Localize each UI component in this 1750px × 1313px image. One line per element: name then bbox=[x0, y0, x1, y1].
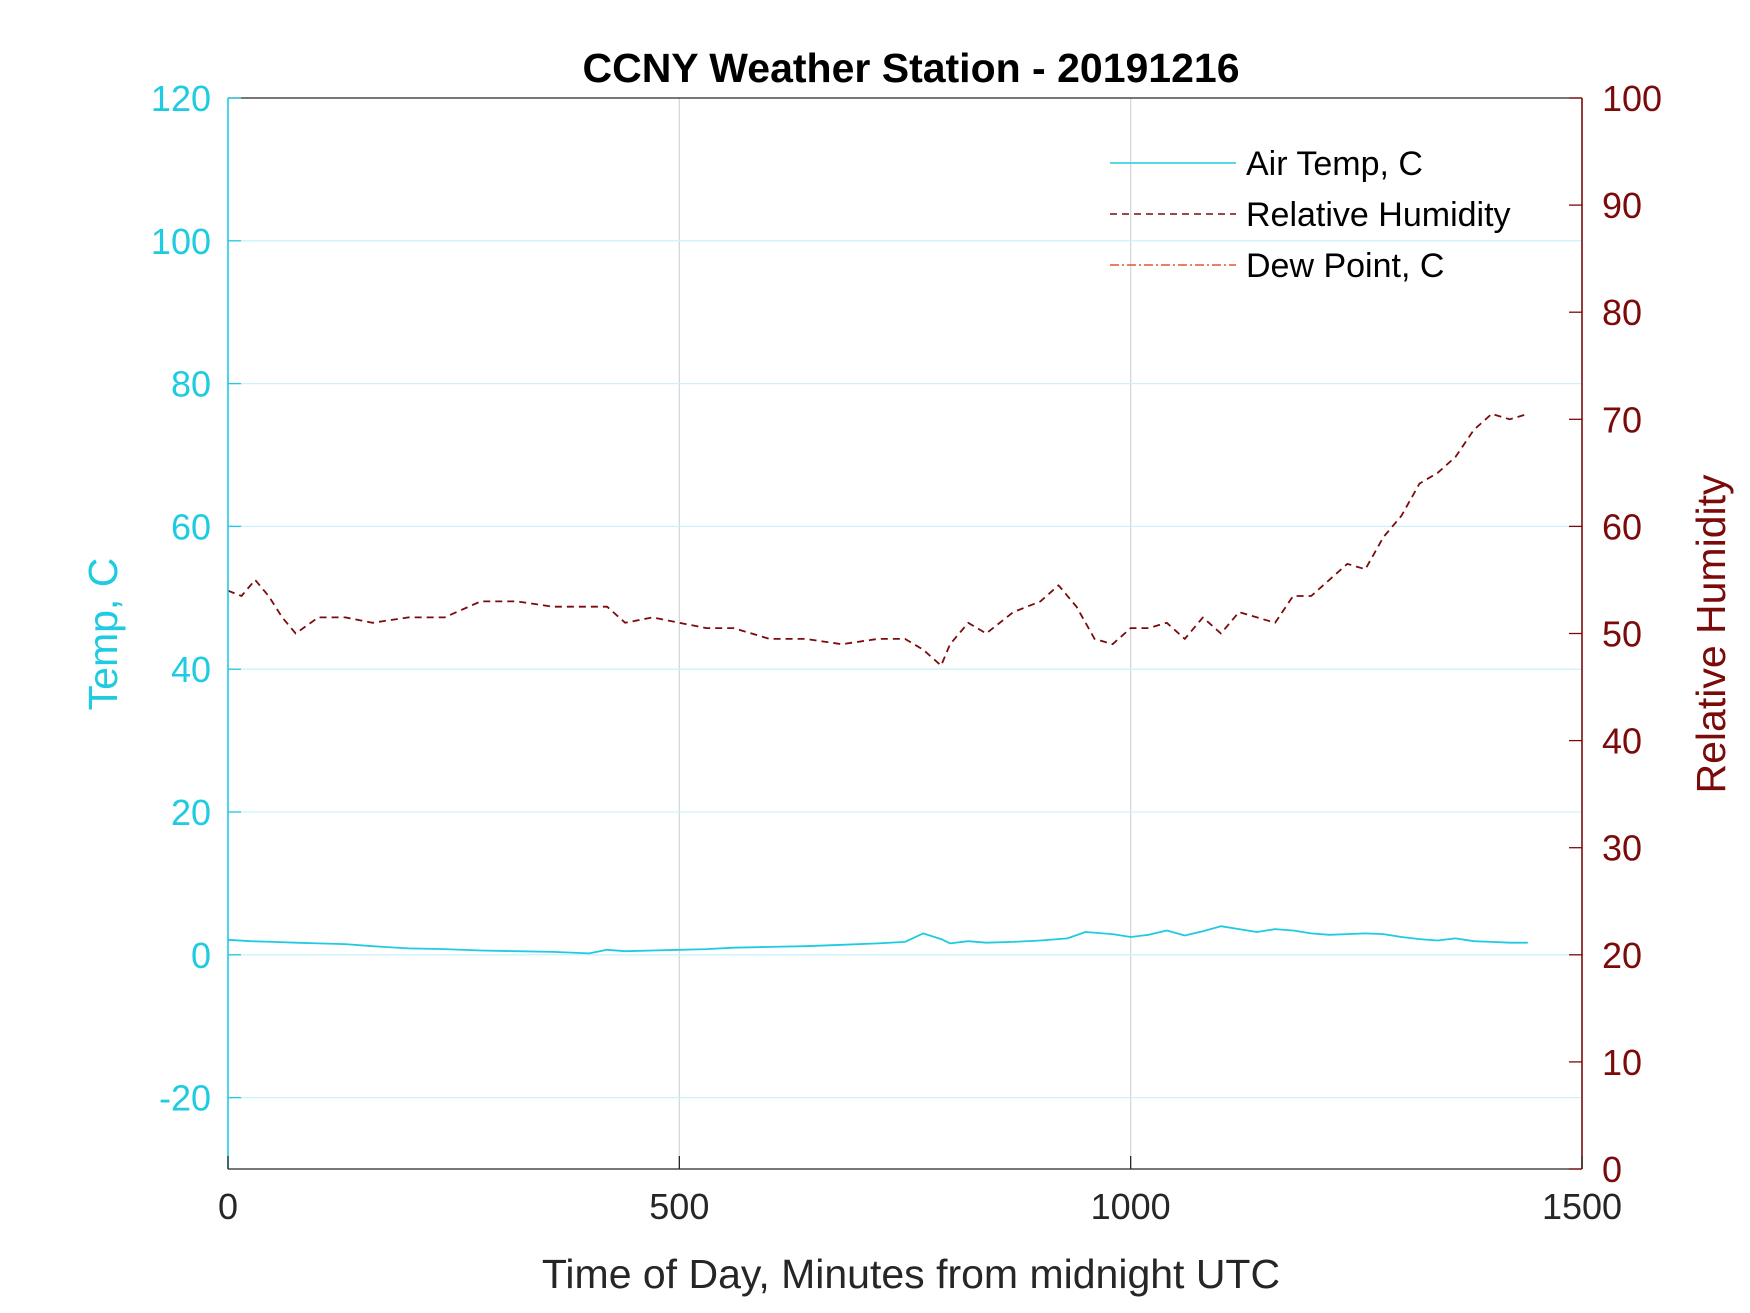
series-line bbox=[227, 412, 1529, 667]
y-right-tick-label: 0 bbox=[1602, 1149, 1622, 1190]
x-tick-label: 1000 bbox=[1091, 1186, 1171, 1227]
y-right-tick-label: 60 bbox=[1602, 506, 1642, 547]
y-left-tick-label: -20 bbox=[159, 1078, 211, 1119]
legend-label: Dew Point, C bbox=[1246, 247, 1444, 285]
x-axis-label: Time of Day, Minutes from midnight UTC bbox=[542, 1251, 1280, 1297]
y-left-tick-label: 80 bbox=[171, 364, 211, 405]
y-axis-left-label: Temp, C bbox=[80, 558, 126, 711]
y-right-tick-label: 70 bbox=[1602, 399, 1642, 440]
series-line bbox=[227, 925, 1528, 955]
y-left-tick-label: 60 bbox=[171, 506, 211, 547]
y-right-tick-label: 90 bbox=[1602, 185, 1642, 226]
x-tick-label: 1500 bbox=[1542, 1186, 1622, 1227]
y-left-tick-label: 40 bbox=[171, 649, 211, 690]
y-right-tick-label: 50 bbox=[1602, 614, 1642, 655]
y-right-tick-label: 100 bbox=[1602, 78, 1662, 119]
y-axis-right-label: Relative Humidity bbox=[1688, 474, 1734, 793]
y-left-tick-label: 120 bbox=[151, 78, 211, 119]
legend: Air Temp, C Relative Humidity Dew Point, C bbox=[1110, 145, 1511, 285]
x-tick-label: 500 bbox=[649, 1186, 709, 1227]
y-right-tick-label: 30 bbox=[1602, 828, 1642, 869]
legend-label: Air Temp, C bbox=[1246, 145, 1423, 183]
y-left-tick-label: 100 bbox=[151, 221, 211, 262]
y-right-tick-label: 40 bbox=[1602, 721, 1642, 762]
y-left-tick-label: 0 bbox=[191, 935, 211, 976]
grid bbox=[228, 98, 1582, 1169]
y-right-tick-label: 80 bbox=[1602, 292, 1642, 333]
chart-title: CCNY Weather Station - 20191216 bbox=[582, 45, 1239, 91]
tick-layer: 0 500 1000 1500 -20 0 20 40 60 80 100 120 0 10 20 30 40 5… bbox=[151, 78, 1662, 1227]
y-left-tick-label: 20 bbox=[171, 792, 211, 833]
y-right-tick-label: 20 bbox=[1602, 935, 1642, 976]
legend-label: Relative Humidity bbox=[1246, 196, 1511, 234]
x-tick-label: 0 bbox=[218, 1186, 238, 1227]
series-layer bbox=[227, 412, 1529, 955]
y-right-tick-label: 10 bbox=[1602, 1042, 1642, 1083]
